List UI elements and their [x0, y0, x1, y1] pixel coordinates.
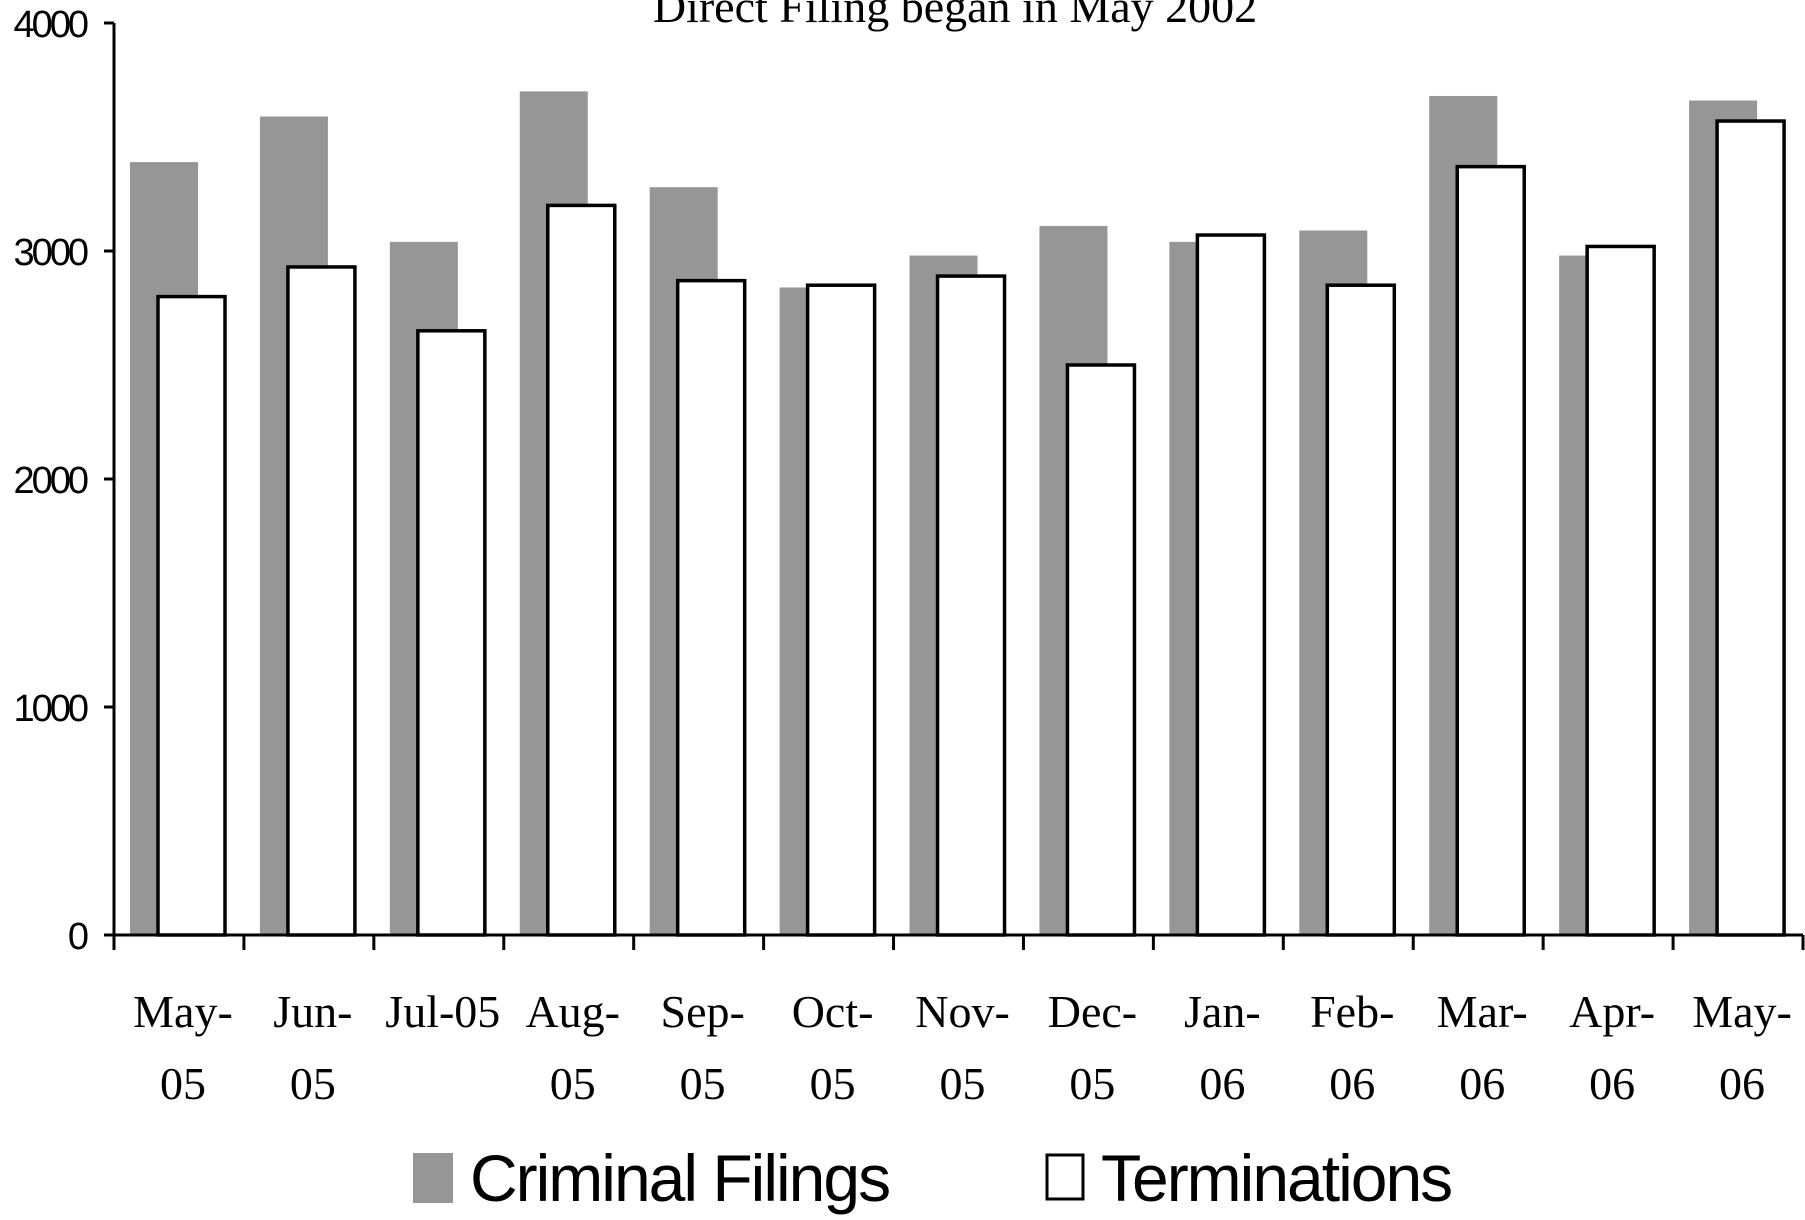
x-tick-label: Nov- — [915, 986, 1010, 1037]
terminations-bar — [935, 274, 1007, 937]
x-tick-label: 05 — [160, 1058, 206, 1109]
terminations-bar — [546, 203, 617, 937]
x-tick-label: Jun- — [273, 986, 352, 1037]
x-tick-label: Dec- — [1048, 986, 1137, 1037]
x-tick-label: Apr- — [1569, 986, 1655, 1037]
terminations-bar — [1195, 233, 1267, 937]
x-tick-label: 06 — [1719, 1058, 1765, 1109]
terminations-bar — [1325, 283, 1397, 937]
terminations-bar — [1585, 244, 1656, 937]
x-tick-label: Jan- — [1184, 986, 1261, 1037]
x-tick-label: 05 — [680, 1058, 726, 1109]
terminations-bar — [1455, 164, 1526, 937]
x-tick-label: May- — [133, 986, 233, 1037]
x-tick-label: 05 — [550, 1058, 596, 1109]
x-tick-label: Feb- — [1310, 986, 1394, 1037]
x-tick-label: Jul-05 — [385, 986, 500, 1037]
x-tick-label: 06 — [1199, 1058, 1245, 1109]
terminations-bar — [416, 329, 487, 937]
x-tick-label: 05 — [290, 1058, 336, 1109]
x-tick-label: Oct- — [792, 986, 874, 1037]
y-tick-label: 1000 — [13, 688, 87, 730]
legend-swatch-terminations — [1045, 1153, 1085, 1201]
x-tick-label: Sep- — [660, 986, 744, 1037]
terminations-bar — [156, 294, 227, 937]
x-tick-label: 05 — [810, 1058, 856, 1109]
legend-label-terminations: Terminations — [1101, 1141, 1451, 1215]
terminations-bar — [1065, 363, 1137, 937]
chart-title: Direct Filing began in May 2002 — [653, 0, 1257, 32]
x-tick-label: 06 — [1459, 1058, 1505, 1109]
x-tick-label: Mar- — [1437, 986, 1528, 1037]
x-tick-label: 05 — [1069, 1058, 1115, 1109]
terminations-bar — [805, 283, 877, 937]
x-tick-label: 05 — [940, 1058, 986, 1109]
x-tick-label: 06 — [1589, 1058, 1635, 1109]
legend-swatch-criminal-filings — [413, 1153, 453, 1203]
y-tick-label: 4000 — [13, 4, 87, 46]
y-tick-label: 3000 — [13, 232, 87, 274]
legend-label-criminal-filings: Criminal Filings — [470, 1141, 889, 1215]
terminations-bar — [1715, 119, 1786, 937]
x-tick-label: 06 — [1329, 1058, 1375, 1109]
y-tick-label: 2000 — [13, 460, 87, 502]
x-tick-label: Aug- — [525, 986, 620, 1037]
terminations-bar — [675, 278, 747, 937]
y-tick-label: 0 — [68, 916, 88, 958]
terminations-bar — [286, 265, 357, 937]
x-tick-label: May- — [1692, 986, 1792, 1037]
